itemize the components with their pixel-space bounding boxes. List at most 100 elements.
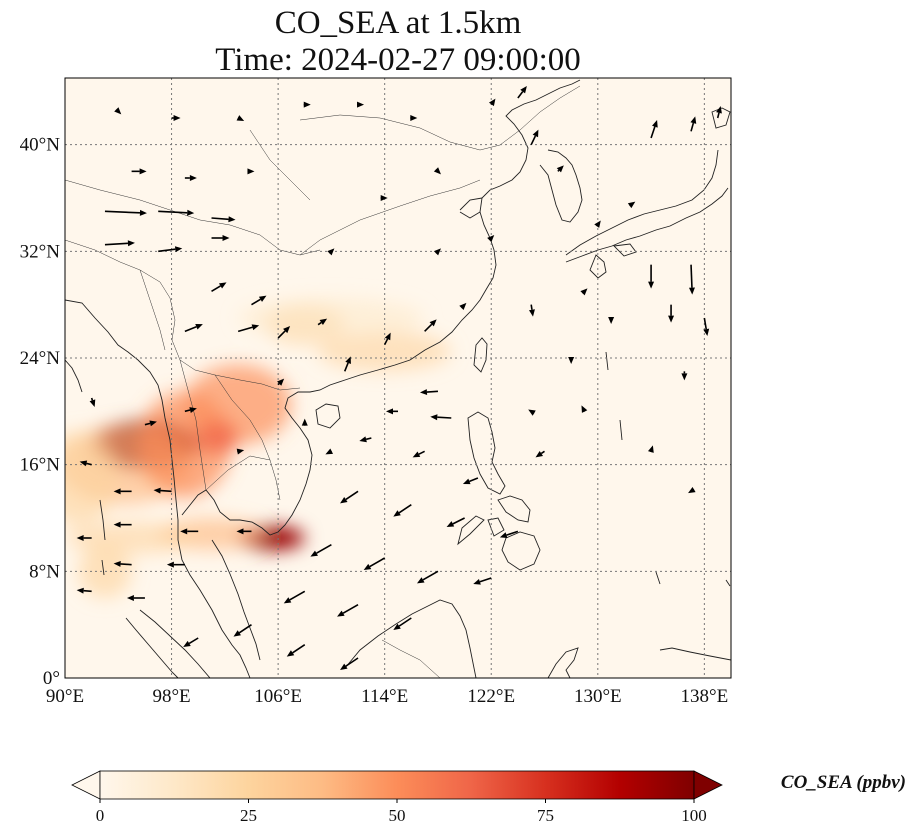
- wind-vector: [247, 168, 255, 175]
- wind-vector: [488, 98, 496, 107]
- wind-vector: [211, 235, 230, 241]
- wind-vector: [184, 323, 203, 333]
- wind-vector: [716, 106, 722, 119]
- wind-vector: [340, 490, 359, 504]
- wind-vector: [703, 317, 710, 336]
- wind-vector: [556, 165, 564, 173]
- wind-vector: [668, 304, 675, 323]
- wind-vector: [113, 521, 132, 528]
- colorbar-extend-left: [71, 770, 101, 800]
- wind-vector: [286, 644, 306, 657]
- wind-vector: [233, 624, 252, 637]
- wind-vector: [433, 167, 441, 175]
- co-plume: [238, 298, 425, 338]
- wind-vector: [688, 486, 696, 494]
- colorbar-tick-label: 100: [681, 806, 707, 825]
- colorbar-gradient: [99, 770, 695, 800]
- co-concentration-layer: [65, 298, 452, 598]
- wind-vector: [424, 319, 437, 332]
- wind-vector: [126, 595, 145, 601]
- wind-vector: [459, 302, 467, 310]
- wind-vector: [627, 201, 636, 209]
- co-plume: [318, 331, 452, 372]
- wind-vector: [363, 557, 386, 570]
- wind-vector: [327, 248, 335, 256]
- wind-vector: [410, 115, 418, 121]
- x-tick-label: 130°E: [574, 686, 622, 707]
- wind-vector: [158, 209, 195, 216]
- map-title-line2: Time: 2024-02-27 09:00:00: [215, 42, 580, 78]
- wind-vector: [251, 295, 267, 306]
- wind-vector: [650, 120, 658, 139]
- map-panel: [64, 77, 732, 679]
- colorbar-tick-label: 75: [537, 806, 554, 825]
- wind-vector: [301, 418, 308, 426]
- colorbar-ticks: 0 25 50 75 100: [96, 799, 707, 825]
- coastlines: [65, 79, 731, 678]
- x-tick-label: 98°E: [152, 686, 190, 707]
- wind-vector: [594, 220, 601, 228]
- wind-vector: [184, 175, 197, 181]
- wind-vector: [79, 460, 92, 467]
- co-plume: [198, 422, 239, 454]
- wind-vector: [528, 304, 535, 317]
- wind-vector: [337, 603, 359, 617]
- colorbar-tick-label: 25: [240, 806, 257, 825]
- map-frame: [64, 77, 732, 679]
- wind-vector: [236, 115, 245, 121]
- wind-vector: [171, 115, 181, 121]
- x-axis-ticks: 90°E 98°E 106°E 114°E 122°E 130°E 138°E: [46, 686, 728, 707]
- y-axis-ticks: 0° 8°N 16°N 24°N 32°N 40°N: [20, 135, 61, 689]
- wind-vector: [581, 405, 588, 413]
- colorbar-label: CO_SEA (ppbv): [781, 772, 906, 793]
- wind-vector: [310, 543, 332, 557]
- y-tick-label: 0°: [43, 668, 60, 689]
- wind-vector: [688, 264, 695, 295]
- y-tick-label: 32°N: [20, 241, 61, 262]
- wind-vector: [647, 445, 654, 453]
- wind-vector: [535, 450, 545, 458]
- wind-vector: [158, 246, 183, 253]
- wind-vector: [383, 332, 391, 346]
- y-tick-label: 24°N: [20, 348, 61, 369]
- wind-vector: [568, 357, 575, 364]
- colorbar-tick-label: 50: [389, 806, 406, 825]
- wind-vector: [433, 248, 441, 256]
- wind-vector: [303, 101, 311, 108]
- wind-vector: [393, 617, 412, 630]
- wind-vector: [343, 356, 351, 372]
- map-background: [65, 78, 731, 678]
- map-title-line1: CO_SEA at 1.5km: [275, 5, 522, 41]
- wind-vector: [183, 637, 199, 647]
- x-tick-label: 114°E: [361, 686, 408, 707]
- wind-vector: [237, 324, 260, 333]
- y-tick-label: 40°N: [20, 135, 61, 156]
- wind-vectors: [76, 86, 722, 670]
- wind-vector: [236, 448, 245, 455]
- wind-vector: [386, 408, 398, 415]
- wind-vector: [277, 326, 291, 339]
- colorbar-tick-label: 0: [96, 806, 105, 825]
- wind-vector: [114, 107, 122, 115]
- wind-vector: [236, 528, 252, 535]
- wind-vector: [104, 240, 135, 247]
- wind-vector: [416, 570, 439, 584]
- wind-vector: [153, 487, 172, 494]
- wind-vector: [690, 116, 697, 132]
- wind-vector: [393, 504, 412, 517]
- wind-vector: [462, 477, 479, 485]
- y-tick-label: 8°N: [29, 561, 60, 582]
- x-tick-label: 138°E: [681, 686, 729, 707]
- wind-vector: [211, 282, 227, 293]
- wind-vector: [76, 587, 92, 594]
- wind-vector: [325, 448, 334, 455]
- wind-vector: [131, 168, 147, 175]
- wind-vector: [104, 209, 147, 216]
- wind-vector: [180, 528, 199, 535]
- wind-vector: [580, 288, 588, 296]
- wind-vector: [412, 450, 425, 458]
- wind-vector: [487, 235, 495, 243]
- wind-vector: [76, 535, 92, 541]
- wind-vector: [317, 318, 328, 326]
